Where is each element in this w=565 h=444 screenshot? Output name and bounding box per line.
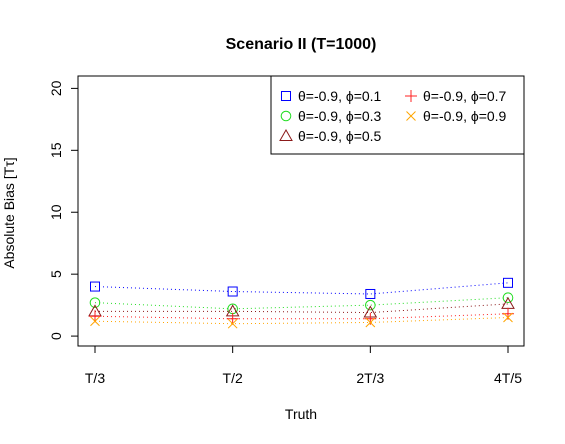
legend: θ=-0.9, ϕ=0.1 θ=-0.9, ϕ=0.3 θ=-0.9, ϕ=0.5 θ…: [270, 75, 525, 155]
legend-entry: θ=-0.9, ϕ=0.1: [281, 88, 382, 104]
series-5: [90, 312, 513, 329]
x-axis: T/3 T/2 2T/3 4T/5: [85, 345, 522, 386]
x-tick-label: T/2: [223, 370, 243, 386]
y-axis-label: Absolute Bias [Tτ]: [1, 157, 17, 268]
legend-label: θ=-0.9, ϕ=0.3: [298, 108, 382, 124]
legend-label: θ=-0.9, ϕ=0.5: [298, 128, 382, 144]
y-axis: 0 5 10 15 20: [48, 80, 79, 340]
data-point: [227, 286, 238, 297]
series-line: [94, 313, 509, 320]
series-4: [89, 307, 514, 325]
data-point: [365, 288, 376, 299]
series-line: [95, 303, 509, 314]
data-point: [365, 299, 376, 311]
series-layer: [88, 277, 515, 329]
legend-marker: [280, 110, 292, 122]
series-3: [88, 296, 515, 318]
data-point: [503, 277, 513, 288]
data-point: [89, 310, 101, 323]
legend-label: θ=-0.9, ϕ=0.9: [423, 108, 507, 124]
data-point: [365, 317, 376, 328]
legend-entry: θ=-0.9, ϕ=0.3: [280, 108, 382, 124]
legend-marker: [405, 90, 417, 102]
y-tick-label: 5: [48, 270, 64, 278]
series-2: [89, 292, 514, 315]
y-tick-label: 15: [48, 142, 64, 158]
data-point: [90, 316, 100, 327]
legend-label: θ=-0.9, ϕ=0.7: [423, 88, 507, 104]
series-line: [94, 282, 509, 295]
x-tick-label: 4T/5: [494, 370, 522, 386]
legend-box: [270, 75, 525, 155]
y-tick-label: 20: [48, 80, 64, 96]
legend-marker: [406, 111, 416, 121]
y-tick-label: 10: [48, 204, 64, 220]
data-point: [226, 312, 239, 325]
legend-entry: θ=-0.9, ϕ=0.7: [405, 88, 507, 104]
series-line: [94, 317, 509, 325]
data-point: [503, 312, 513, 323]
data-point: [227, 318, 238, 329]
legend-marker: [279, 128, 293, 141]
legend-label: θ=-0.9, ϕ=0.1: [298, 88, 382, 104]
x-tick-label: T/3: [85, 370, 105, 386]
y-tick-label: 0: [48, 332, 64, 340]
series-1: [90, 277, 513, 299]
legend-entry: θ=-0.9, ϕ=0.5: [279, 128, 382, 144]
x-tick-label: 2T/3: [356, 370, 384, 386]
series-line: [94, 297, 509, 310]
data-point: [89, 297, 101, 308]
data-point: [90, 281, 100, 292]
legend-entry: θ=-0.9, ϕ=0.9: [406, 108, 507, 124]
x-axis-label: Truth: [285, 406, 317, 422]
chart-title: Scenario II (T=1000): [226, 36, 377, 53]
data-point: [502, 292, 514, 303]
legend-marker: [281, 91, 291, 101]
